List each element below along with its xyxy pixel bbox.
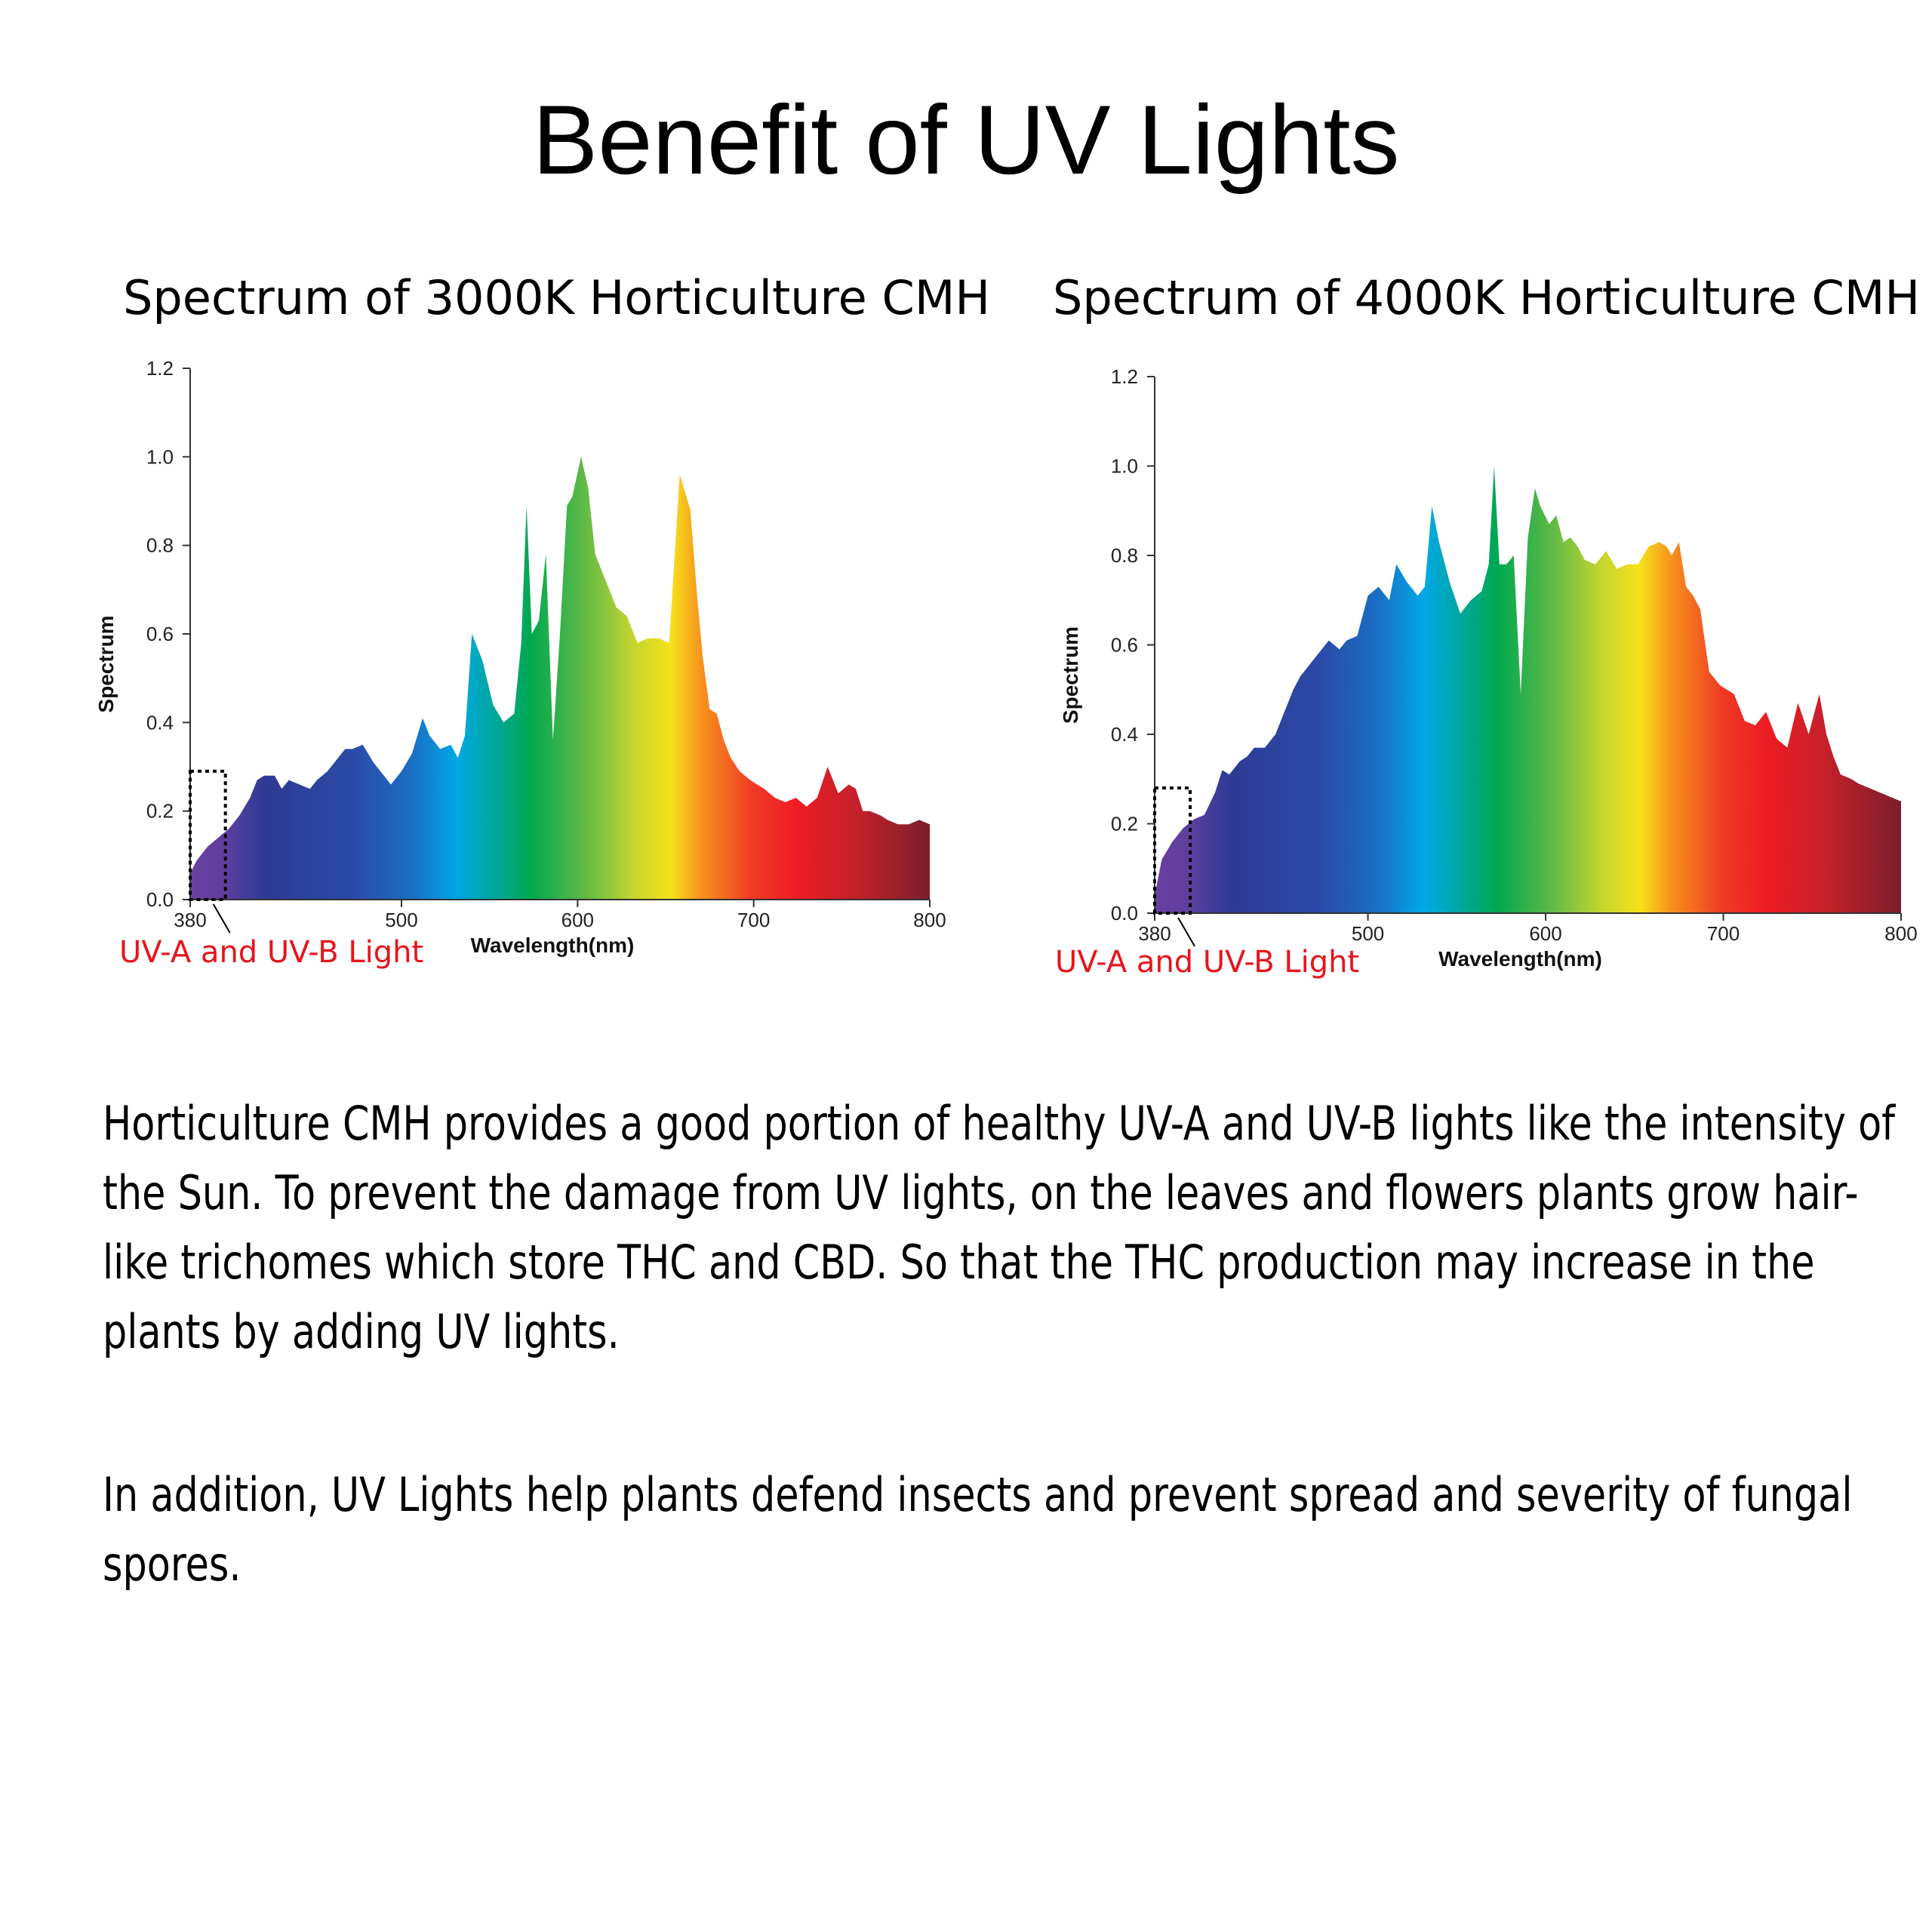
uv-annotation: UV-A and UV-B Light: [119, 935, 423, 970]
y-tick-label: 1.2: [146, 357, 174, 380]
paragraph-uv-defense: In addition, UV Lights help plants defen…: [103, 1467, 1853, 1592]
y-tick-label: 0.0: [1111, 902, 1138, 924]
spectrum-area: [190, 457, 930, 900]
spectrum-area: [1155, 466, 1901, 913]
chart-title-4000k: Spectrum of 4000K Horticulture CMH: [1053, 270, 1920, 325]
x-axis-label: Wavelength(nm): [471, 934, 635, 957]
y-axis-label: Spectrum: [94, 615, 118, 712]
x-tick-label: 600: [1529, 922, 1561, 945]
y-tick-label: 1.0: [1111, 455, 1138, 478]
y-tick-label: 0.6: [146, 623, 174, 645]
y-tick-label: 0.8: [146, 534, 174, 557]
y-tick-label: 1.2: [1111, 365, 1138, 388]
uv-leader-line: [212, 903, 231, 934]
chart-title-3000k: Spectrum of 3000K Horticulture CMH: [123, 270, 990, 325]
y-tick-label: 1.0: [146, 445, 174, 468]
page-title: Benefit of UV Lights: [532, 85, 1400, 195]
y-tick-label: 0.8: [1111, 544, 1138, 567]
y-tick-label: 0.2: [1111, 813, 1138, 835]
uv-annotation: UV-A and UV-B Light: [1055, 945, 1359, 980]
x-tick-label: 700: [1707, 922, 1740, 945]
x-tick-label: 800: [1884, 922, 1917, 945]
uv-highlight-box: [189, 769, 227, 901]
y-tick-label: 0.2: [146, 800, 174, 823]
x-tick-label: 500: [385, 909, 417, 931]
uv-highlight-box: [1153, 786, 1192, 915]
x-tick-label: 380: [1138, 922, 1171, 945]
spectrum-charts: 0.0 0.2 0.4 0.6 0.8 1.0 1.2 380 500 600 700 800 Wave…: [94, 357, 1918, 980]
x-tick-label: 600: [561, 909, 594, 931]
x-tick-label: 500: [1352, 922, 1384, 945]
x-tick-label: 380: [174, 909, 206, 931]
spectrum-chart-1: 0.0 0.2 0.4 0.6 0.8 1.0 1.2 380 500 600 700 800 Wave…: [1055, 365, 1918, 980]
x-tick-label: 800: [913, 909, 946, 931]
x-tick-label: 700: [737, 909, 770, 931]
spectrum-chart-0: 0.0 0.2 0.4 0.6 0.8 1.0 1.2 380 500 600 700 800 Wave…: [94, 357, 946, 970]
y-tick-label: 0.4: [146, 711, 174, 734]
y-tick-label: 0.0: [146, 888, 174, 911]
x-axis-label: Wavelength(nm): [1438, 947, 1602, 971]
y-tick-label: 0.4: [1111, 723, 1138, 746]
uv-leader-line: [1177, 917, 1195, 947]
y-axis-label: Spectrum: [1059, 626, 1082, 724]
paragraph-uv-benefits: Horticulture CMH provides a good portion…: [103, 1096, 1896, 1359]
y-tick-label: 0.6: [1111, 634, 1138, 657]
